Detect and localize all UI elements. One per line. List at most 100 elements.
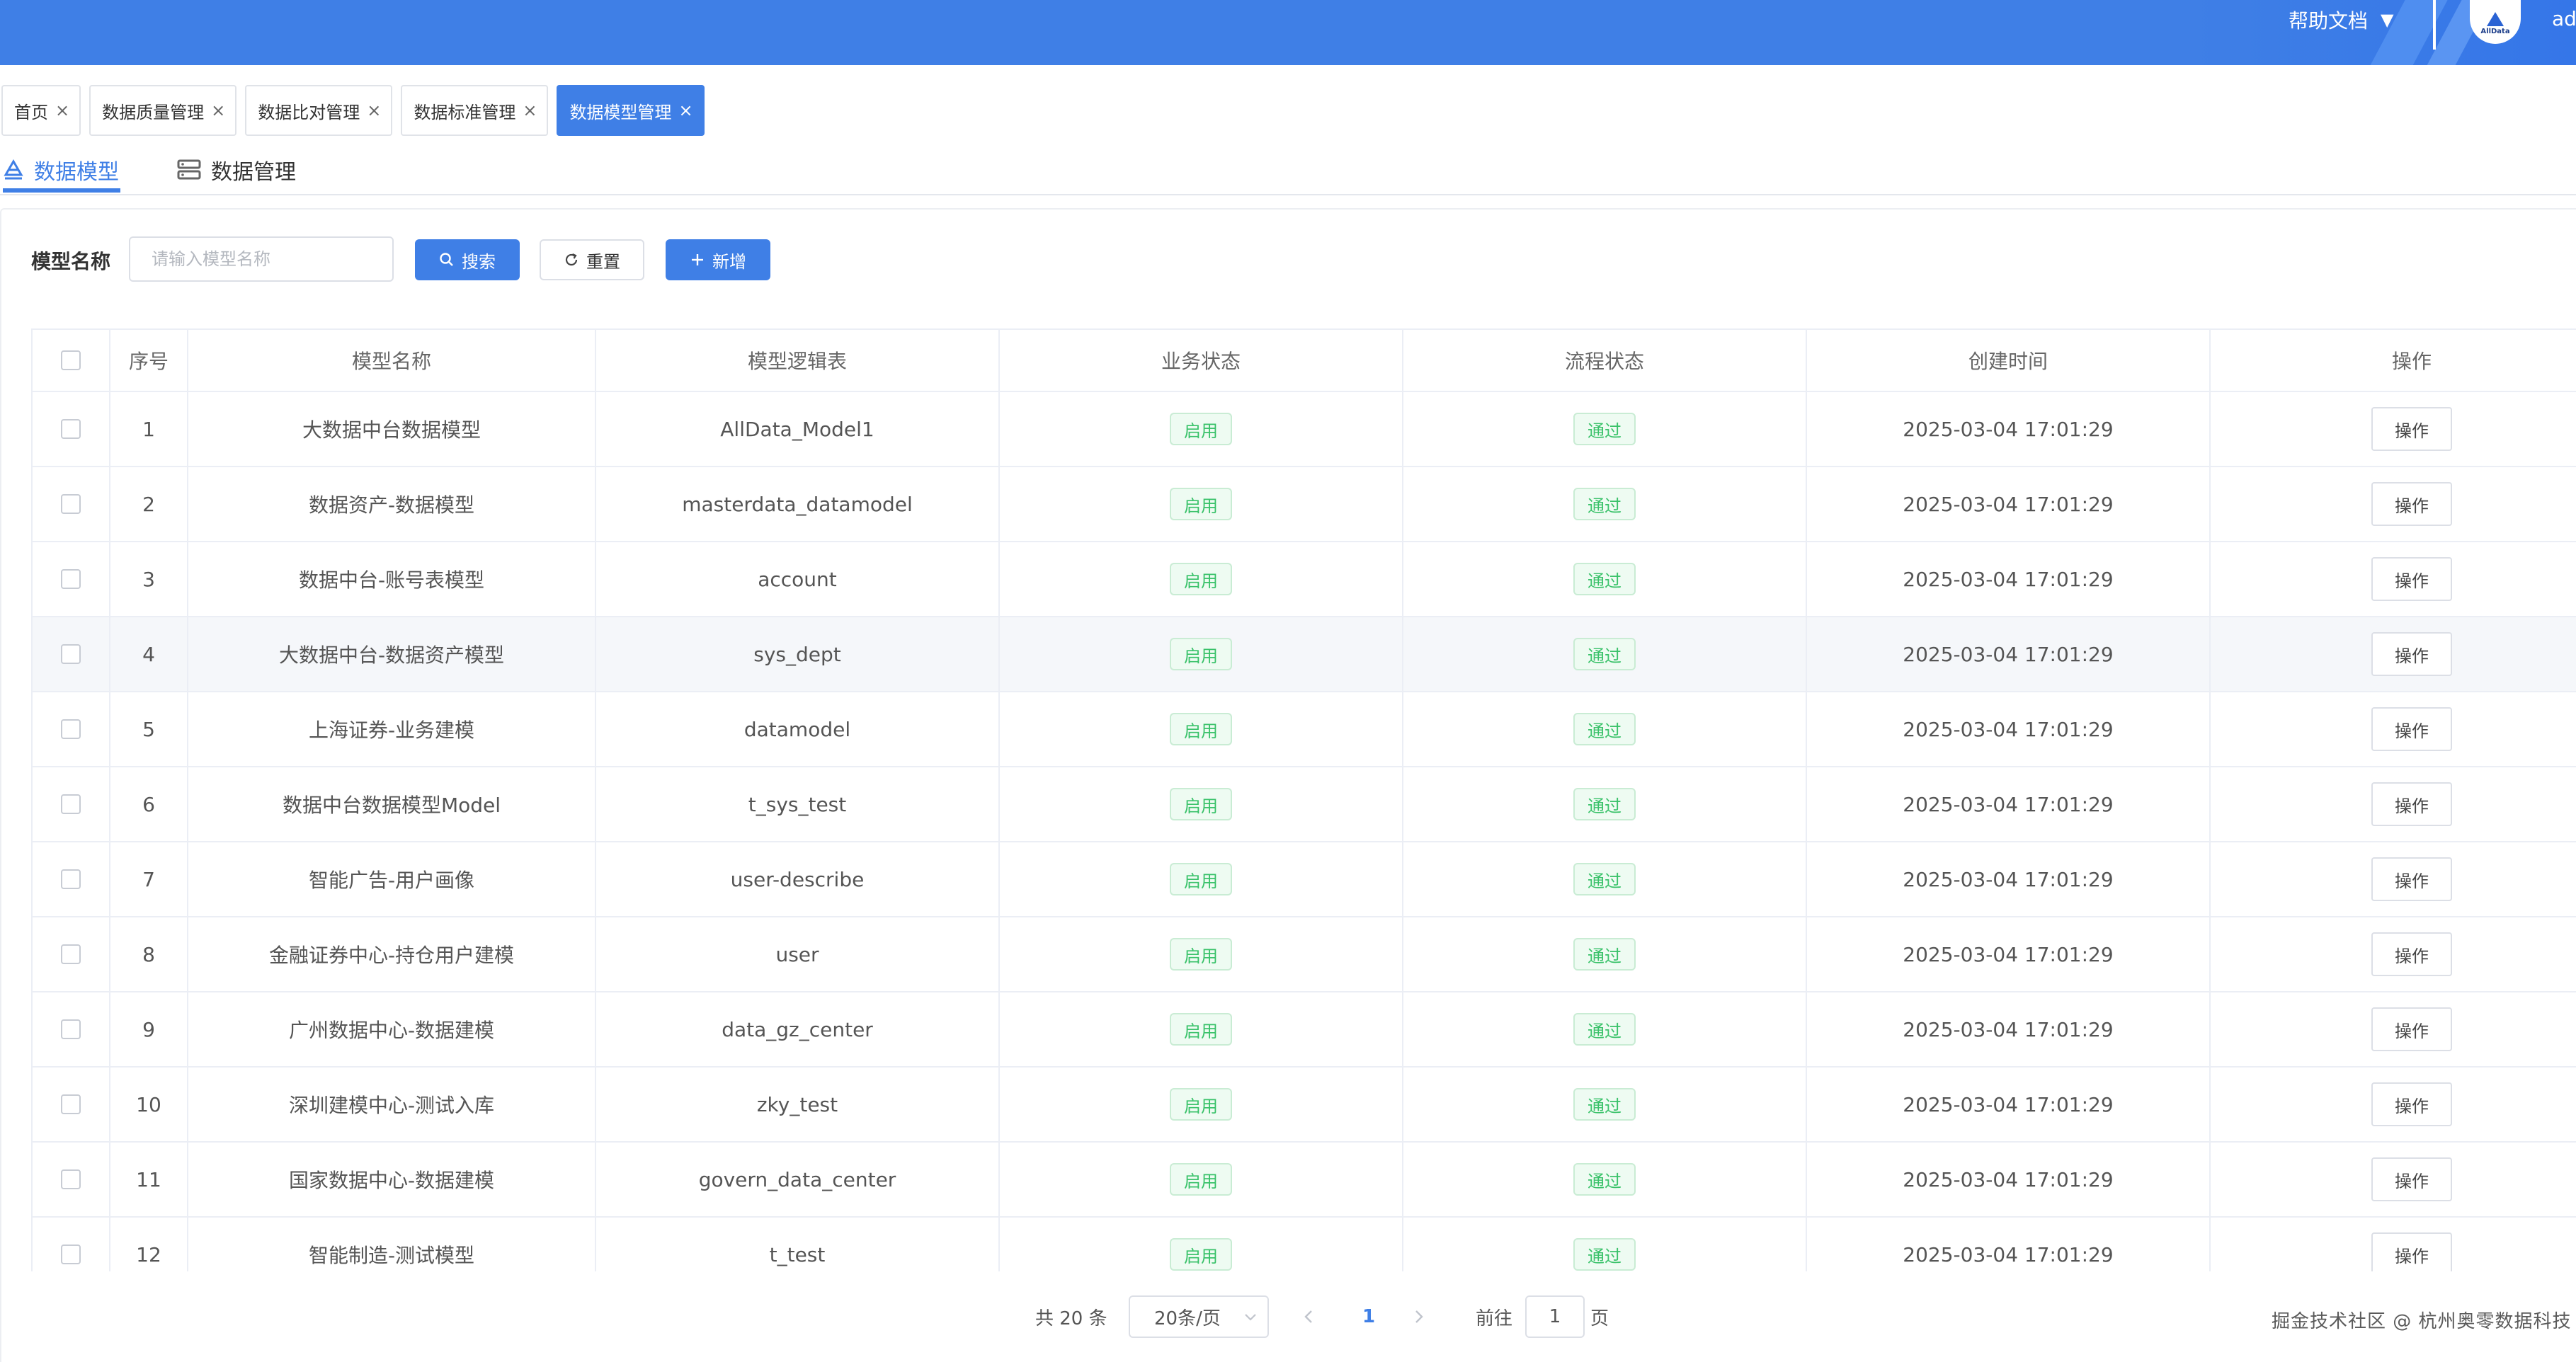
flow-status-badge: 通过: [1573, 938, 1636, 971]
page-size-value: 20条/页: [1154, 1307, 1221, 1329]
operate-button[interactable]: 操作: [2371, 782, 2452, 826]
goto-page-input[interactable]: [1525, 1295, 1585, 1338]
close-icon[interactable]: ×: [523, 101, 537, 120]
row-checkbox[interactable]: [61, 794, 81, 814]
row-checkbox[interactable]: [61, 1244, 81, 1264]
table-row[interactable]: 2 数据资产-数据模型 masterdata_datamodel 启用 通过 2025-0…: [33, 467, 2576, 542]
table-row[interactable]: 7 智能广告-用户画像 user-describe 启用 通过 2025-03-04 17…: [33, 842, 2576, 917]
table-row[interactable]: 8 金融证券中心-持仓用户建模 user 启用 通过 2025-03-04 17:01:2…: [33, 917, 2576, 992]
row-checkbox-cell: [33, 1068, 110, 1141]
row-checkbox[interactable]: [61, 494, 81, 514]
select-all-checkbox[interactable]: [61, 350, 81, 370]
tab-data-model[interactable]: 数据模型: [3, 156, 119, 185]
row-checkbox[interactable]: [61, 869, 81, 889]
operate-button[interactable]: 操作: [2371, 857, 2452, 901]
table-row[interactable]: 12 智能制造-测试模型 t_test 启用 通过 2025-03-04 17:01:29…: [33, 1218, 2576, 1271]
table-row[interactable]: 10 深圳建模中心-测试入库 zky_test 启用 通过 2025-03-04 17:0…: [33, 1068, 2576, 1143]
logic-table-cell: zky_test: [596, 1068, 1000, 1141]
close-icon[interactable]: ×: [678, 101, 693, 120]
table-row[interactable]: 9 广州数据中心-数据建模 data_gz_center 启用 通过 2025-03-04…: [33, 992, 2576, 1068]
logic-table-cell: masterdata_datamodel: [596, 467, 1000, 541]
refresh-icon: [565, 253, 578, 266]
row-checkbox-cell: [33, 692, 110, 766]
operate-button[interactable]: 操作: [2371, 1082, 2452, 1126]
table-row[interactable]: 3 数据中台-账号表模型 account 启用 通过 2025-03-04 17:01:2…: [33, 542, 2576, 617]
table-row[interactable]: 5 上海证券-业务建模 datamodel 启用 通过 2025-03-04 17:01:…: [33, 692, 2576, 767]
avatar[interactable]: AllData: [2470, 0, 2521, 44]
add-button[interactable]: 新增: [666, 239, 770, 280]
row-checkbox[interactable]: [61, 1019, 81, 1039]
tag-data-quality[interactable]: 数据质量管理 ×: [89, 85, 237, 136]
username[interactable]: ad: [2552, 7, 2576, 30]
logic-table-cell: t_sys_test: [596, 767, 1000, 841]
avatar-logo-text: AllData: [2480, 27, 2510, 35]
tab-data-management[interactable]: 数据管理: [177, 156, 296, 185]
index-cell: 7: [110, 842, 188, 916]
status-cell: 通过: [1403, 542, 1807, 616]
model-name-cell: 广州数据中心-数据建模: [188, 992, 596, 1066]
tag-home[interactable]: 首页 ×: [1, 85, 81, 136]
tag-data-standard[interactable]: 数据标准管理 ×: [401, 85, 549, 136]
operate-button[interactable]: 操作: [2371, 482, 2452, 526]
row-checkbox[interactable]: [61, 644, 81, 664]
tag-data-model[interactable]: 数据模型管理 ×: [557, 85, 705, 136]
close-icon[interactable]: ×: [211, 101, 226, 120]
index-cell: 9: [110, 992, 188, 1066]
reset-button[interactable]: 重置: [540, 239, 644, 280]
row-checkbox[interactable]: [61, 719, 81, 739]
prev-page-button[interactable]: [1303, 1295, 1314, 1338]
model-name-cell: 智能制造-测试模型: [188, 1218, 596, 1271]
created-time-cell: 2025-03-04 17:01:29: [1807, 542, 2211, 616]
operate-button[interactable]: 操作: [2371, 632, 2452, 676]
close-icon[interactable]: ×: [367, 101, 382, 120]
model-name-cell: 数据中台数据模型Model: [188, 767, 596, 841]
tag-label: 数据比对管理: [258, 102, 360, 122]
table-row[interactable]: 6 数据中台数据模型Model t_sys_test 启用 通过 2025-03-04 1…: [33, 767, 2576, 842]
help-docs-dropdown[interactable]: 帮助文档 ▼: [2289, 6, 2393, 34]
table-row[interactable]: 4 大数据中台-数据资产模型 sys_dept 启用 通过 2025-03-04 17:0…: [33, 617, 2576, 692]
created-time-cell: 2025-03-04 17:01:29: [1807, 767, 2211, 841]
tag-data-compare[interactable]: 数据比对管理 ×: [245, 85, 393, 136]
flow-status-badge: 通过: [1573, 638, 1636, 670]
flow-status-badge: 通过: [1573, 1238, 1636, 1271]
operation-cell: 操作: [2211, 1143, 2576, 1216]
search-button[interactable]: 搜索: [415, 239, 520, 280]
next-page-button[interactable]: [1413, 1295, 1425, 1338]
close-icon[interactable]: ×: [55, 101, 70, 120]
model-name-cell: 金融证券中心-持仓用户建模: [188, 917, 596, 991]
index-cell: 3: [110, 542, 188, 616]
row-checkbox[interactable]: [61, 1094, 81, 1114]
model-name-input[interactable]: [129, 236, 394, 282]
created-time-cell: 2025-03-04 17:01:29: [1807, 1143, 2211, 1216]
page-suffix-label: 页: [1590, 1307, 1609, 1329]
model-name-cell: 数据资产-数据模型: [188, 467, 596, 541]
operate-button[interactable]: 操作: [2371, 1007, 2452, 1051]
row-checkbox[interactable]: [61, 1169, 81, 1189]
model-name-cell: 大数据中台-数据资产模型: [188, 617, 596, 691]
status-cell: 通过: [1403, 392, 1807, 466]
status-cell: 启用: [1000, 1068, 1403, 1141]
table-row[interactable]: 11 国家数据中心-数据建模 govern_data_center 启用 通过 2025-…: [33, 1143, 2576, 1218]
model-name-cell: 数据中台-账号表模型: [188, 542, 596, 616]
column-header: 创建时间: [1807, 330, 2211, 391]
business-status-badge: 启用: [1170, 1013, 1232, 1046]
operate-button[interactable]: 操作: [2371, 407, 2452, 451]
page-size-select[interactable]: 20条/页: [1129, 1295, 1269, 1338]
row-checkbox[interactable]: [61, 944, 81, 964]
operate-button[interactable]: 操作: [2371, 1232, 2452, 1271]
table-row[interactable]: 1 大数据中台数据模型 AllData_Model1 启用 通过 2025-03-04 1…: [33, 392, 2576, 467]
page-number-current[interactable]: 1: [1362, 1306, 1376, 1327]
operate-button[interactable]: 操作: [2371, 1157, 2452, 1201]
operate-button[interactable]: 操作: [2371, 707, 2452, 751]
status-cell: 通过: [1403, 617, 1807, 691]
operate-button[interactable]: 操作: [2371, 557, 2452, 601]
business-status-badge: 启用: [1170, 863, 1232, 895]
row-checkbox-cell: [33, 617, 110, 691]
search-button-label: 搜索: [462, 251, 496, 272]
row-checkbox[interactable]: [61, 419, 81, 439]
sub-tabs: 数据模型 数据管理: [0, 146, 2576, 195]
operate-button[interactable]: 操作: [2371, 932, 2452, 976]
row-checkbox[interactable]: [61, 569, 81, 589]
chevron-right-icon: [1415, 1310, 1423, 1323]
logic-table-cell: account: [596, 542, 1000, 616]
